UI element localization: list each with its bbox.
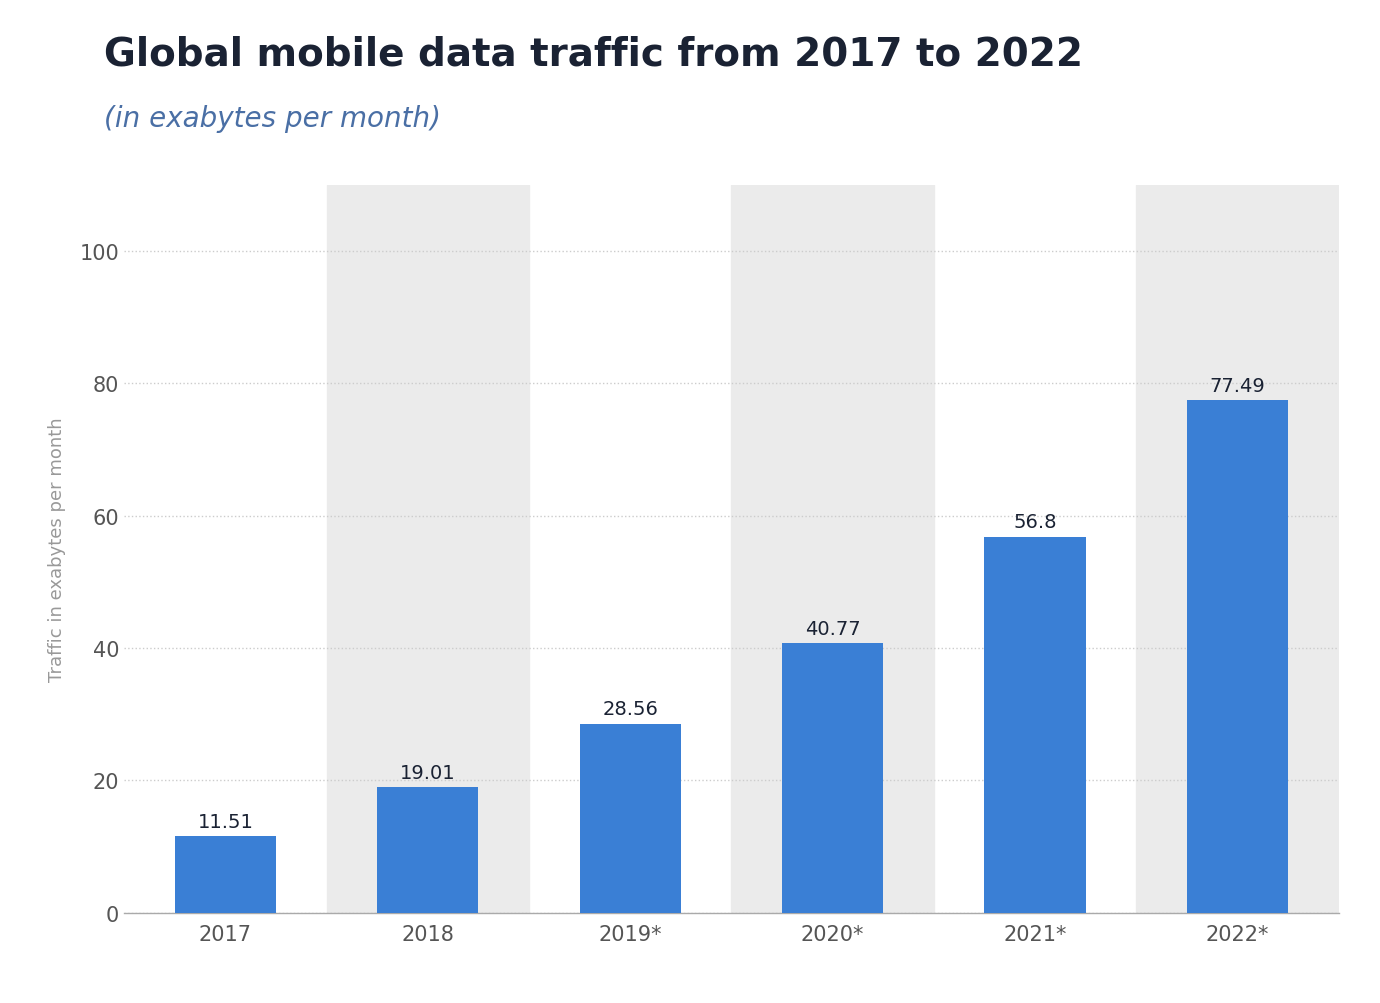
Bar: [580, 724, 680, 913]
Text: 40.77: 40.77: [805, 619, 860, 638]
Y-axis label: Traffic in exabytes per month: Traffic in exabytes per month: [48, 417, 66, 681]
Bar: [1136, 186, 1339, 913]
Bar: [782, 643, 883, 913]
Bar: [731, 186, 934, 913]
Text: (in exabytes per month): (in exabytes per month): [104, 105, 440, 133]
Text: Global mobile data traffic from 2017 to 2022: Global mobile data traffic from 2017 to …: [104, 35, 1082, 73]
Bar: [327, 186, 529, 913]
Text: 77.49: 77.49: [1209, 376, 1265, 395]
Bar: [175, 837, 276, 913]
Text: 11.51: 11.51: [197, 812, 254, 831]
Text: 56.8: 56.8: [1013, 513, 1057, 532]
Bar: [984, 538, 1086, 913]
Bar: [1187, 400, 1288, 913]
Text: 28.56: 28.56: [602, 700, 658, 718]
Bar: [377, 787, 479, 913]
Text: 19.01: 19.01: [400, 763, 455, 781]
